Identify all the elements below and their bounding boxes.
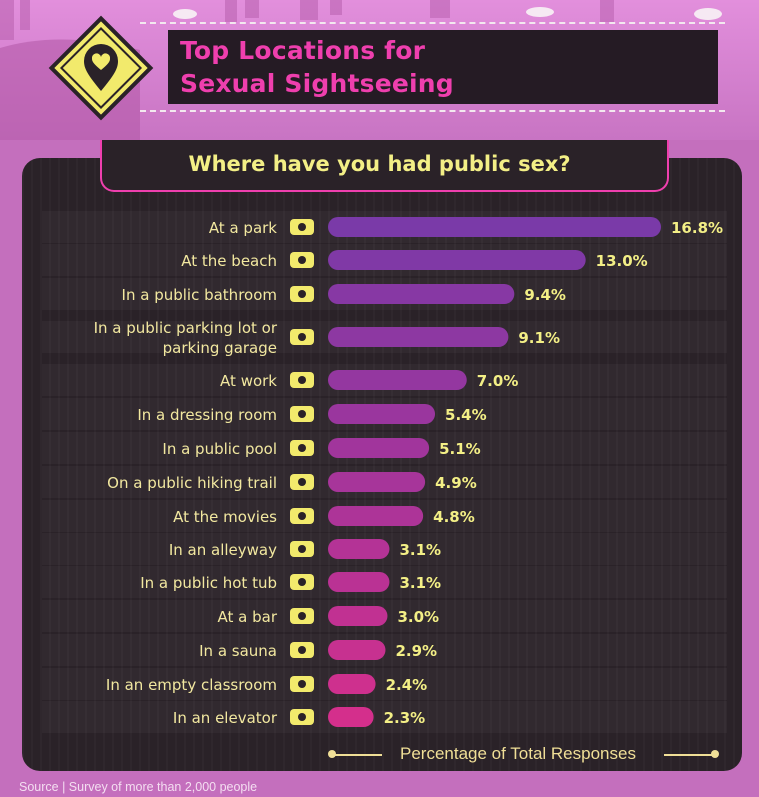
- title-box: Top Locations for Sexual Sightseeing: [168, 30, 718, 104]
- axis-dot-right: [711, 750, 719, 758]
- axis-line-right: [664, 754, 712, 756]
- title-dashes-bottom: [140, 110, 725, 112]
- axis-line-left: [334, 754, 382, 756]
- source-note: Source | Survey of more than 2,000 peopl…: [19, 780, 257, 794]
- location-heart-sign: [46, 13, 156, 123]
- page-title: Top Locations for Sexual Sightseeing: [180, 34, 454, 100]
- title-dashes-top: [140, 22, 725, 24]
- chart-question: Where have you had public sex?: [0, 152, 759, 176]
- chart-panel: [22, 158, 742, 771]
- x-axis-label: Percentage of Total Responses: [400, 744, 636, 764]
